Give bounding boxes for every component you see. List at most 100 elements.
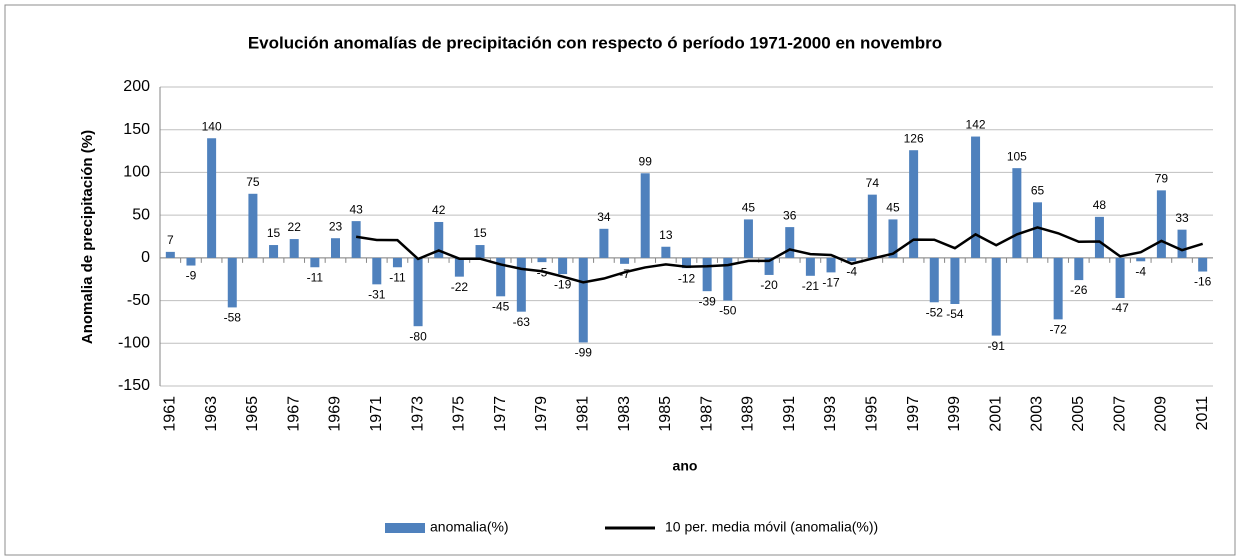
y-tick-label: 100 [123, 164, 150, 181]
data-label: 65 [1031, 184, 1045, 198]
bar [723, 257, 733, 301]
chart-title: Evolución anomalías de precipitación con… [248, 33, 942, 52]
data-label: 42 [432, 203, 446, 217]
bar [620, 257, 630, 264]
x-tick-label: 1983 [616, 396, 633, 432]
data-label: -7 [619, 267, 630, 281]
x-tick-label: 2009 [1153, 396, 1170, 432]
data-label: 45 [742, 201, 756, 215]
bar [207, 138, 217, 258]
bar [599, 228, 609, 258]
x-tick-label: 1991 [781, 396, 798, 432]
bar [909, 150, 919, 258]
data-label: -26 [1070, 283, 1088, 297]
data-label: -45 [492, 299, 510, 313]
data-label: -58 [224, 311, 242, 325]
bar [826, 257, 836, 273]
x-tick-label: 2003 [1029, 396, 1046, 432]
bar [1053, 257, 1063, 320]
data-label: 15 [267, 226, 281, 240]
x-tick-label: 1995 [864, 396, 881, 432]
bar [186, 257, 196, 266]
y-tick-label: -50 [127, 292, 150, 309]
bar [867, 194, 877, 258]
bar [1198, 257, 1208, 272]
data-label: 75 [246, 175, 260, 189]
x-tick-label: 2007 [1111, 396, 1128, 432]
data-label: -9 [186, 269, 197, 283]
data-label: -4 [846, 264, 857, 278]
bar [558, 257, 568, 275]
y-axis-label: Anomalia de precipitación (%) [79, 130, 96, 344]
bar [1136, 257, 1146, 262]
bar [310, 257, 320, 268]
y-tick-label: -150 [118, 377, 150, 394]
y-tick-label: 50 [132, 206, 150, 223]
legend-swatch [385, 523, 425, 533]
bar [929, 257, 939, 303]
bar [1033, 202, 1042, 258]
bar [1156, 190, 1166, 258]
x-tick-label: 1967 [285, 396, 302, 432]
bar [1012, 168, 1022, 258]
bar [785, 227, 795, 258]
bar [537, 257, 547, 263]
data-label: 105 [1007, 149, 1027, 163]
x-tick-label: 1993 [822, 396, 839, 432]
data-label: 22 [288, 220, 302, 234]
data-label: 142 [966, 118, 986, 132]
x-tick-label: 1985 [657, 396, 674, 432]
legend-label: 10 per. media móvil (anomalia(%)) [665, 519, 878, 535]
x-tick-label: 1977 [492, 396, 509, 432]
data-label: 79 [1155, 172, 1169, 186]
bar [661, 246, 671, 258]
data-label: -50 [719, 304, 737, 318]
data-label: 23 [329, 219, 343, 233]
bar [971, 136, 981, 258]
bar [1094, 216, 1104, 258]
y-tick-label: -100 [118, 335, 150, 352]
x-tick-label: 2011 [1194, 396, 1211, 431]
moving-average-line [355, 226, 1204, 284]
x-tick-label: 2001 [987, 396, 1004, 432]
bar [702, 257, 712, 292]
data-label: -4 [1135, 264, 1146, 278]
data-label: -52 [926, 305, 944, 319]
bar [351, 221, 361, 258]
x-tick-label: 1979 [533, 396, 550, 432]
data-label: 99 [639, 154, 653, 168]
data-label: 43 [349, 202, 363, 216]
data-label: -21 [802, 279, 820, 293]
bar [392, 257, 402, 268]
bar [454, 257, 464, 277]
data-label: 74 [866, 176, 880, 190]
bar [950, 257, 960, 304]
bar [372, 257, 382, 285]
data-label: -80 [409, 329, 427, 343]
bar [805, 257, 815, 276]
bar [475, 245, 485, 258]
x-tick-label: 1975 [451, 396, 468, 432]
bar [248, 193, 258, 258]
bar [165, 251, 175, 258]
x-tick-label: 1969 [327, 396, 344, 432]
x-tick-label: 1997 [905, 396, 922, 432]
data-label: 33 [1175, 211, 1189, 225]
x-tick-label: 1973 [409, 396, 426, 432]
bar [269, 245, 279, 258]
data-label: -20 [760, 278, 778, 292]
chart-frame [4, 4, 1236, 556]
data-label: -39 [698, 294, 716, 308]
x-tick-label: 1965 [244, 396, 261, 432]
bar [764, 257, 774, 275]
data-label: -99 [575, 346, 593, 360]
data-label: 13 [659, 228, 673, 242]
bar [991, 257, 1001, 336]
data-label: 36 [783, 208, 797, 222]
data-label: -91 [988, 339, 1006, 353]
data-label: 34 [597, 210, 611, 224]
y-tick-label: 150 [123, 121, 150, 138]
data-label: -31 [368, 288, 386, 302]
data-label: -11 [307, 270, 324, 284]
